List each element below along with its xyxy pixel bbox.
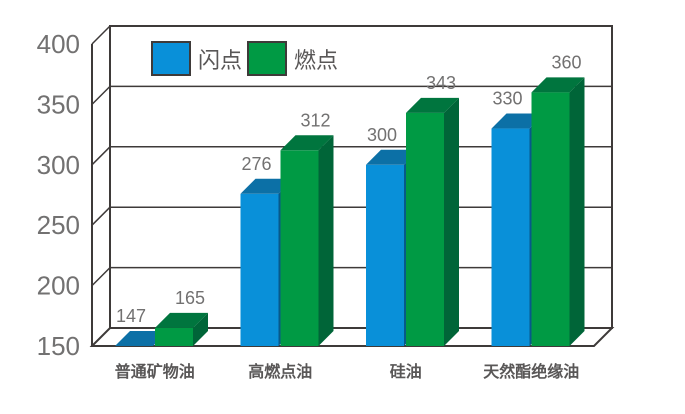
bar-value-label: 300 xyxy=(367,125,397,145)
category-label: 普通矿物油 xyxy=(115,362,195,381)
legend-label: 闪点 xyxy=(198,48,242,73)
y-tick-400 xyxy=(91,25,111,45)
bar-value-label: 312 xyxy=(300,110,330,130)
bar-series1-cat3: 360 xyxy=(531,52,585,346)
bar-value-label: 147 xyxy=(116,306,146,326)
y-axis-label: 400 xyxy=(37,29,80,59)
bar-top-face xyxy=(531,77,585,93)
bar-top-face xyxy=(155,312,208,328)
y-axis-label: 200 xyxy=(37,271,80,301)
bar-series1-cat2: 343 xyxy=(406,73,459,346)
bar-front-face xyxy=(366,164,404,346)
y-axis-label: 300 xyxy=(37,150,80,180)
y-tick-250 xyxy=(91,206,111,226)
bar-front-face xyxy=(491,128,530,346)
category-label: 高燃点油 xyxy=(248,362,312,381)
bar-side-face xyxy=(318,135,334,346)
bar-front-face xyxy=(240,193,279,346)
bar-top-face xyxy=(280,135,334,151)
bar-value-label: 330 xyxy=(492,89,522,109)
y-tick-200 xyxy=(91,267,111,287)
bar-value-label: 360 xyxy=(551,52,581,72)
bar-top-face xyxy=(366,149,419,165)
bar-top-face xyxy=(240,178,294,194)
category-label: 天然酯绝缘油 xyxy=(483,362,579,381)
bar-series1-cat0: 165 xyxy=(155,288,208,346)
bar-side-face xyxy=(569,77,585,346)
bar-top-face xyxy=(406,97,459,113)
bar-front-face xyxy=(155,327,193,346)
bar-value-label: 165 xyxy=(175,288,205,308)
bar-side-face xyxy=(444,97,459,346)
y-axis-label: 150 xyxy=(37,331,80,361)
category-label: 硅油 xyxy=(390,362,422,381)
y-axis-label: 350 xyxy=(37,89,80,119)
bar-value-label: 343 xyxy=(426,73,456,93)
legend: 闪点 燃点 xyxy=(151,41,338,76)
bar-front-face xyxy=(406,112,444,346)
bar-front-face xyxy=(280,150,319,346)
legend-swatch-0 xyxy=(151,41,191,76)
bar-top-face xyxy=(491,113,545,129)
y-axis-label: 250 xyxy=(37,210,80,240)
bar-side-face xyxy=(193,312,208,346)
legend-swatch-1 xyxy=(247,41,287,76)
bar-series1-cat1: 312 xyxy=(280,110,334,346)
legend-label: 燃点 xyxy=(294,48,338,73)
bar-value-label: 276 xyxy=(241,154,271,174)
bar-top-face xyxy=(115,331,168,346)
bar-series0-cat0: 147 xyxy=(115,306,168,346)
y-tick-350 xyxy=(91,85,111,105)
bar-front-face xyxy=(531,92,570,346)
y-tick-300 xyxy=(91,146,111,166)
